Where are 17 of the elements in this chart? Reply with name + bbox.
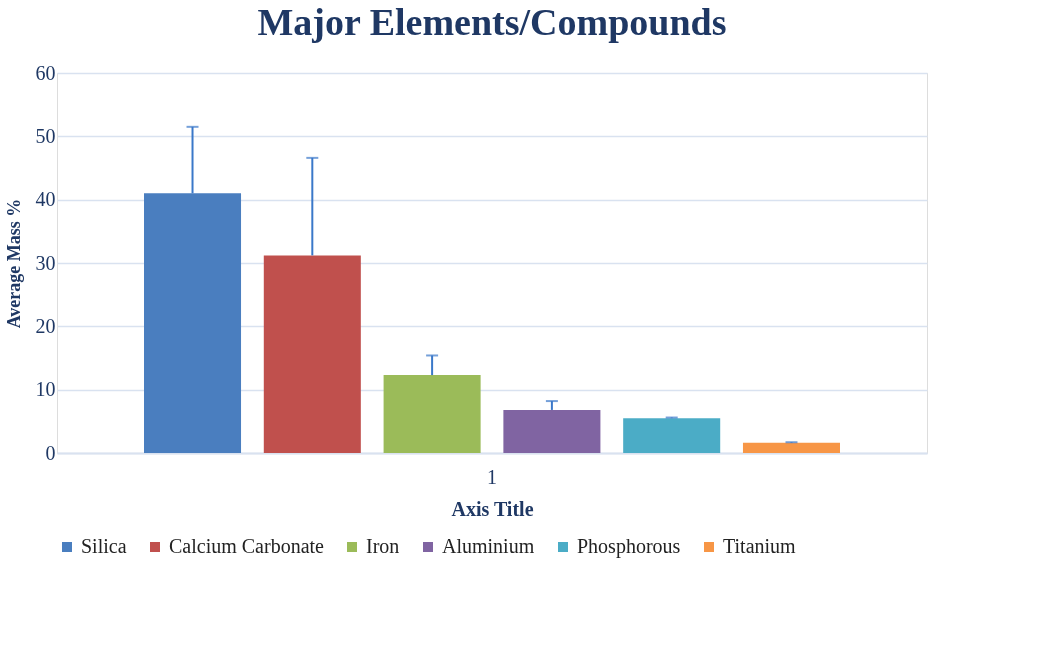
y-tick-label: 40 bbox=[35, 188, 56, 211]
y-tick-label: 0 bbox=[45, 441, 56, 464]
legend-label: Calcium Carbonate bbox=[169, 535, 325, 557]
chart-title: Major Elements/Compounds bbox=[257, 1, 727, 43]
y-tick-label: 30 bbox=[35, 251, 56, 274]
y-tick-label: 50 bbox=[35, 124, 56, 147]
y-tick-label: 10 bbox=[35, 378, 56, 401]
y-axis-title: Average Mass % bbox=[3, 198, 24, 329]
legend-label: Titanium bbox=[723, 535, 797, 557]
legend-label: Aluminium bbox=[442, 535, 535, 557]
x-tick-label: 1 bbox=[487, 465, 497, 488]
legend-label: Silica bbox=[81, 535, 127, 557]
y-tick-label: 60 bbox=[35, 61, 56, 84]
legend-label: Iron bbox=[366, 535, 400, 557]
legend-label: Phosphorous bbox=[577, 535, 681, 558]
y-tick-label: 20 bbox=[35, 314, 56, 337]
x-axis-title: Axis Title bbox=[451, 497, 534, 520]
